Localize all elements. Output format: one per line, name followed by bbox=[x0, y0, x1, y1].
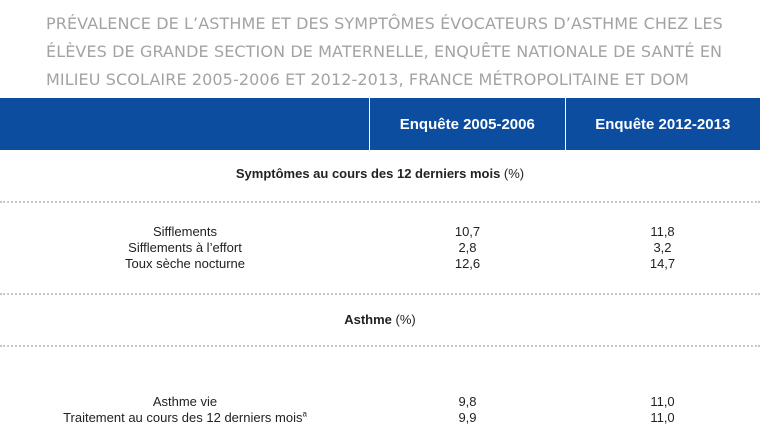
table-row: Toux sèche nocturne 12,6 14,7 bbox=[0, 256, 760, 272]
dotted-divider bbox=[0, 345, 760, 347]
row-value-2005-2006: 2,8 bbox=[458, 240, 477, 255]
dotted-divider bbox=[0, 293, 760, 295]
header-survey-2005-2006: Enquête 2005-2006 bbox=[369, 98, 564, 150]
row-value-2012-2013: 11,0 bbox=[650, 410, 675, 425]
table-title: PRÉVALENCE DE L’ASTHME ET DES SYMPTÔMES … bbox=[46, 14, 723, 89]
row-value-2012-2013: 11,0 bbox=[650, 394, 675, 409]
row-value-2005-2006: 10,7 bbox=[454, 224, 481, 239]
dotted-divider bbox=[0, 201, 760, 203]
row-value-2012-2013: 3,2 bbox=[653, 240, 672, 255]
header-empty-cell bbox=[0, 98, 369, 150]
row-value-2005-2006: 12,6 bbox=[454, 256, 481, 271]
section-title-symptoms: Symptômes au cours des 12 derniers mois … bbox=[0, 166, 760, 181]
row-value-2012-2013: 14,7 bbox=[649, 256, 676, 271]
section-title-text: Asthme bbox=[344, 312, 392, 327]
row-value-2005-2006: 9,9 bbox=[458, 410, 477, 425]
section-title-unit: (%) bbox=[391, 312, 416, 327]
section-title-asthma: Asthme (%) bbox=[0, 312, 760, 327]
row-label: Asthme vie bbox=[152, 394, 218, 409]
row-label: Sifflements bbox=[152, 224, 218, 239]
row-value-2012-2013: 11,8 bbox=[650, 224, 675, 239]
table-row: Sifflements 10,7 11,8 bbox=[0, 224, 760, 240]
header-survey-2012-2013: Enquête 2012-2013 bbox=[564, 98, 760, 150]
table-row: Traitement au cours des 12 derniers mois… bbox=[0, 410, 760, 426]
row-label-text: Traitement au cours des 12 derniers mois bbox=[63, 410, 303, 425]
row-label: Traitement au cours des 12 derniers mois… bbox=[0, 410, 370, 426]
row-value-2005-2006: 9,8 bbox=[458, 394, 477, 409]
section-title-unit: (%) bbox=[500, 166, 525, 181]
table-row: Sifflements à l’effort 2,8 3,2 bbox=[0, 240, 760, 256]
footnote-marker: a bbox=[302, 409, 307, 419]
row-label: Sifflements à l’effort bbox=[128, 240, 242, 255]
table-row: Asthme vie 9,8 11,0 bbox=[0, 394, 760, 410]
table-header: Enquête 2005-2006 Enquête 2012-2013 bbox=[0, 98, 760, 150]
row-label: Toux sèche nocturne bbox=[125, 256, 245, 271]
section-title-text: Symptômes au cours des 12 derniers mois bbox=[235, 166, 501, 181]
